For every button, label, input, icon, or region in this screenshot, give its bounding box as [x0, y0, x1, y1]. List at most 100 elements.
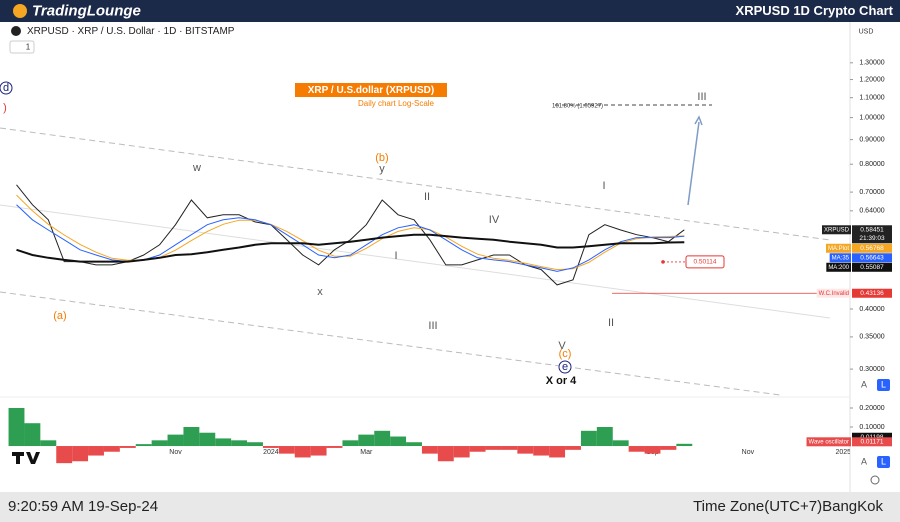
tag-value: 0.56768	[860, 245, 884, 252]
osc-bar	[437, 446, 454, 462]
y-tick-label: 0.40000	[859, 306, 884, 313]
wave-label: )	[3, 102, 7, 114]
tag-value-box	[852, 225, 892, 244]
series-line	[16, 194, 685, 271]
osc-y-tick-label: 0.10000	[859, 424, 884, 431]
projection-arrow	[687, 121, 700, 206]
scale-button-box[interactable]	[877, 456, 890, 468]
osc-bar	[215, 438, 232, 447]
badge[interactable]: 1	[26, 43, 31, 52]
wave-label: w	[192, 162, 201, 174]
y-tick-label: 0.80000	[859, 161, 884, 168]
wave-label: III	[697, 91, 706, 103]
x-tick-label: Mar	[360, 449, 373, 456]
x-tick-label: Nov	[169, 449, 182, 456]
tag-name-box	[826, 262, 851, 272]
osc-y-tick-label: 0.20000	[859, 405, 884, 412]
symbol-icon	[11, 26, 21, 36]
tag-name: MA:Plot	[828, 246, 849, 252]
osc-bar	[533, 446, 550, 456]
x-tick-label: 2025	[836, 449, 852, 456]
scale-button[interactable]: A	[861, 379, 867, 389]
scale-button[interactable]: A	[861, 456, 867, 466]
plot-area: SepNov2024MarMayJulSepNov2025	[8, 184, 852, 464]
osc-bar	[231, 440, 248, 447]
tag-name: MA:35	[832, 255, 850, 261]
symbol-info: XRPUSD · XRP / U.S. Dollar · 1D · BITSTA…	[27, 26, 235, 37]
osc-bar	[8, 407, 25, 447]
wave-label: II	[424, 191, 430, 203]
settings-icon[interactable]	[870, 475, 880, 485]
wave-label: III	[428, 320, 437, 332]
osc-tag-name-box	[806, 437, 851, 447]
osc-bar	[453, 446, 470, 458]
level-value-box	[852, 288, 892, 298]
osc-bar	[119, 446, 136, 448]
tag-name-box	[829, 253, 851, 263]
osc-bar	[517, 446, 534, 454]
osc-bar	[103, 446, 120, 452]
osc-bar	[660, 446, 677, 450]
osc-bar	[485, 446, 502, 450]
series-line	[16, 233, 685, 263]
osc-bar	[278, 446, 295, 454]
y-tick-label: 0.30000	[859, 366, 884, 373]
osc-bar	[310, 446, 327, 456]
tag-name-box	[821, 225, 851, 235]
osc-bar	[565, 446, 581, 450]
wave-label: I	[602, 180, 605, 192]
scale-button-box[interactable]	[877, 379, 890, 391]
wave-label: x	[317, 286, 323, 298]
tag-value-box	[852, 253, 892, 263]
osc-bar	[151, 440, 168, 447]
osc-tag-name: Wave oscillator	[809, 439, 849, 445]
osc-bar	[628, 446, 645, 452]
channel-upper	[0, 127, 831, 241]
osc-bar	[262, 446, 279, 448]
channel-mid	[0, 204, 831, 319]
wave-circle	[0, 81, 13, 95]
channel	[0, 104, 831, 396]
osc-bar	[56, 446, 73, 464]
tag-value: 0.55087	[860, 264, 884, 271]
level-dot	[661, 260, 665, 264]
wave-label: X or 4	[546, 375, 577, 387]
title-box	[295, 83, 447, 97]
y-tick-label: 0.90000	[859, 136, 884, 143]
osc-bar	[549, 446, 566, 458]
header-bar	[0, 0, 900, 22]
osc-bar	[644, 446, 661, 454]
tag-value-box	[852, 262, 892, 272]
y-tick-label: 1.00000	[859, 114, 884, 121]
osc-bar	[406, 442, 422, 447]
tag-value: 0.58451	[860, 226, 884, 233]
scale-button[interactable]: L	[881, 456, 886, 466]
footer-time: 9:20:59 AM 19-Sep-24	[8, 498, 158, 515]
chart-subtitle: Daily chart Log-Scale	[358, 99, 435, 108]
brand: TradingLounge	[32, 2, 141, 19]
tag-value: 0.56643	[860, 254, 884, 261]
currency: USD	[859, 28, 874, 35]
target-label: 161.80% (1.05927)	[552, 104, 603, 110]
wave-label: II	[608, 317, 614, 329]
tag-value-box	[852, 243, 892, 253]
osc-bar	[612, 440, 629, 447]
tv-logo	[12, 452, 40, 464]
osc-bar	[24, 423, 41, 447]
level-label: 0.50114	[693, 259, 716, 266]
footer-bar	[0, 492, 900, 522]
chart-title: XRP / U.S.dollar (XRPUSD)	[308, 85, 435, 96]
channel-lower	[0, 291, 781, 396]
wave-circle	[558, 360, 572, 374]
osc-bar	[40, 440, 57, 447]
osc-bar	[326, 446, 343, 448]
footer-timezone: Time Zone(UTC+7)BangKok	[693, 498, 883, 515]
y-tick-label: 0.64000	[859, 208, 884, 215]
badge-box[interactable]	[9, 40, 35, 54]
y-tick-label: 0.35000	[859, 334, 884, 341]
osc-bar	[469, 446, 486, 452]
y-tick-label: 1.20000	[859, 76, 884, 83]
scale-button[interactable]: L	[881, 379, 886, 389]
osc-bar	[421, 446, 438, 454]
